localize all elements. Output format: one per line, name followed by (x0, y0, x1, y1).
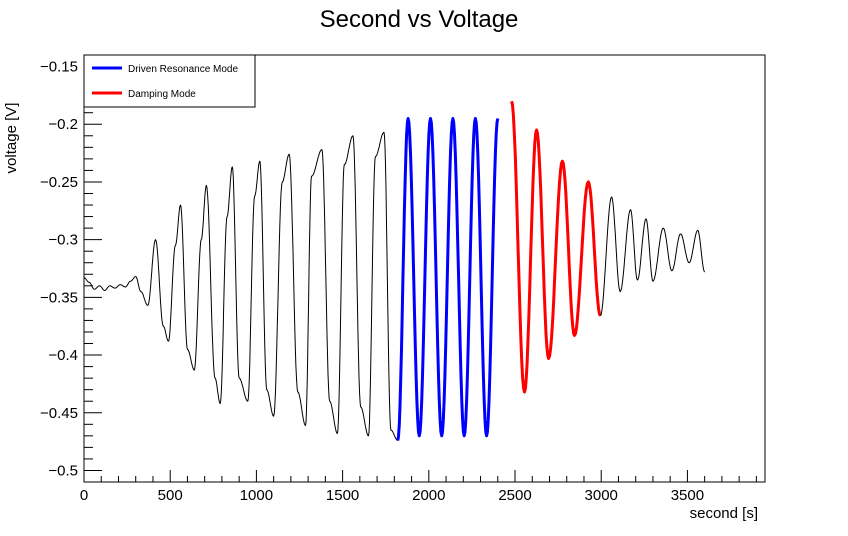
legend-label-damping: Damping Mode (128, 89, 196, 100)
y-tick-label: −0.4 (48, 347, 78, 364)
x-tick-label: 0 (80, 487, 88, 504)
x-axis-ticks: 0 500 1000 1500 2000 2500 3000 3500 (80, 470, 757, 504)
x-tick-label: 3500 (671, 487, 704, 504)
legend-label-driven: Driven Resonance Mode (128, 64, 238, 75)
y-tick-label: −0.35 (40, 289, 78, 306)
x-tick-label: 3000 (585, 487, 618, 504)
x-tick-label: 2000 (412, 487, 445, 504)
y-axis-ticks: −0.5 −0.45 −0.4 −0.35 −0.3 −0.25 −0.2 −0.15 (40, 54, 102, 483)
y-tick-label: −0.3 (48, 232, 78, 249)
y-axis-label: voltage [V] (3, 103, 20, 174)
y-tick-label: −0.2 (48, 116, 78, 133)
x-tick-label: 500 (158, 487, 183, 504)
legend: Driven Resonance Mode Damping Mode (83, 54, 256, 108)
y-tick-label: −0.5 (48, 462, 78, 479)
series-layer (83, 100, 706, 441)
legend-box (83, 54, 256, 108)
x-tick-label: 1000 (240, 487, 273, 504)
x-tick-label: 2500 (498, 487, 531, 504)
y-tick-label: −0.25 (40, 174, 78, 191)
plot-frame (83, 54, 766, 483)
series-line-3 (599, 196, 706, 317)
x-axis-label: second [s] (690, 505, 758, 522)
series-line-2 (510, 100, 602, 394)
chart-title: Second vs Voltage (320, 6, 519, 33)
x-tick-label: 1500 (326, 487, 359, 504)
series-line-1 (396, 117, 500, 441)
series-line-0 (83, 131, 398, 441)
y-tick-label: −0.45 (40, 405, 78, 422)
y-tick-label: −0.15 (40, 59, 78, 76)
